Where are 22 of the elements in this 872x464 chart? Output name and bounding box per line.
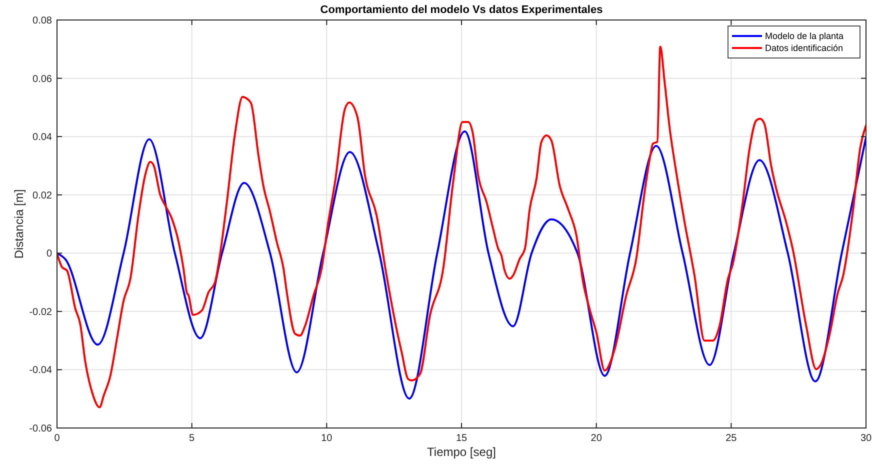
x-tick-label: 25 — [726, 433, 738, 444]
y-axis-title: Distancia [m] — [12, 189, 26, 259]
x-tick-label: 0 — [54, 433, 60, 444]
x-tick-label: 20 — [590, 433, 602, 444]
y-tick-label: 0.04 — [32, 132, 52, 144]
x-tick-label: 30 — [860, 433, 872, 444]
x-axis-title: Tiempo [seg] — [427, 445, 496, 459]
chart-title: Comportamiento del modelo Vs datos Experimentales — [320, 4, 603, 16]
y-tick-label: -0.04 — [29, 365, 52, 376]
x-tick-label: 10 — [321, 433, 333, 444]
y-tick-label: 0 — [46, 248, 52, 260]
y-tick-label: 0.06 — [32, 74, 52, 85]
x-tick-label: 5 — [189, 433, 196, 444]
y-tick-label: 0.02 — [32, 190, 52, 202]
x-tick-label: 15 — [456, 433, 468, 444]
y-tick-label: -0.06 — [29, 424, 52, 434]
y-tick-label: 0.08 — [32, 16, 52, 26]
legend-label: Datos identificación — [765, 43, 844, 53]
y-tick-label: -0.02 — [29, 306, 52, 318]
legend-label: Modelo de la planta — [765, 31, 844, 41]
line-series — [57, 46, 866, 408]
line-series — [57, 130, 866, 400]
